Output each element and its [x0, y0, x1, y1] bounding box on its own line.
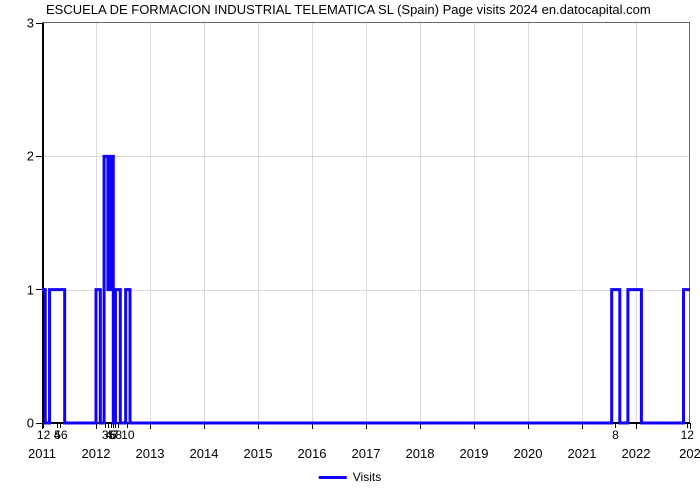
- xtick-label: 2021: [568, 446, 597, 461]
- legend-label: Visits: [353, 470, 381, 484]
- plot-area: 2011201220132014201520162017201820192020…: [42, 22, 690, 422]
- xtick-label: 2019: [460, 446, 489, 461]
- xtick-label: 202: [679, 446, 700, 461]
- chart-container: ESCUELA DE FORMACION INDUSTRIAL TELEMATI…: [0, 0, 700, 500]
- visits-line: [42, 156, 690, 423]
- xtick-minor-label: 12: [37, 428, 50, 442]
- xtick-minor-label: 8: [612, 428, 619, 442]
- xtick-label: 2013: [136, 446, 165, 461]
- legend: Visits: [319, 470, 381, 484]
- xtick-minor-label: 56: [54, 428, 67, 442]
- chart-title: ESCUELA DE FORMACION INDUSTRIAL TELEMATI…: [46, 2, 651, 17]
- xtick-label: 2018: [406, 446, 435, 461]
- legend-swatch: [319, 476, 347, 479]
- xtick-label: 2011: [28, 446, 56, 461]
- xtick-label: 2022: [622, 446, 651, 461]
- xtick-label: 2015: [244, 446, 273, 461]
- xtick-label: 2012: [82, 446, 111, 461]
- ytick-label: 3: [27, 16, 34, 31]
- xtick-label: 2020: [514, 446, 543, 461]
- ytick-label: 1: [27, 282, 34, 297]
- xtick-minor-label: 10: [121, 428, 134, 442]
- xtick-minor-label: 12: [681, 428, 694, 442]
- ytick-label: 0: [27, 416, 34, 431]
- xtick-label: 2016: [298, 446, 327, 461]
- ytick-label: 2: [27, 149, 34, 164]
- xtick-label: 2017: [352, 446, 381, 461]
- line-layer: [42, 23, 690, 423]
- xtick-label: 2014: [190, 446, 219, 461]
